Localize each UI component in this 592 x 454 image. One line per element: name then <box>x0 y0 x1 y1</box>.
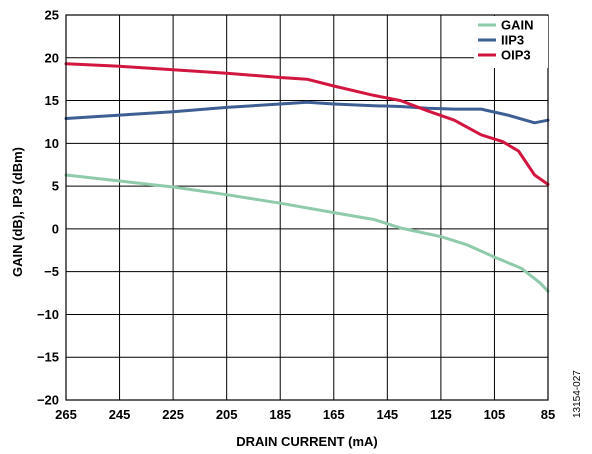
x-tick-label: 265 <box>55 407 77 422</box>
legend-label-gain: GAIN <box>501 18 534 33</box>
y-tick-label: 20 <box>45 50 59 65</box>
y-tick-label: −5 <box>44 264 59 279</box>
y-tick-label: −20 <box>37 393 59 408</box>
y-tick-label: 15 <box>45 93 59 108</box>
x-tick-label: 105 <box>484 407 506 422</box>
x-tick-label: 165 <box>323 407 345 422</box>
y-axis-title: GAIN (dB), IP3 (dBm) <box>10 147 25 277</box>
legend-label-oip3: OIP3 <box>501 48 531 63</box>
y-tick-label: 5 <box>52 179 59 194</box>
series-lines <box>64 62 550 293</box>
series-line-iip3 <box>64 100 550 125</box>
x-tick-label: 205 <box>216 407 238 422</box>
y-tick-label: 25 <box>45 8 59 23</box>
x-axis-title: DRAIN CURRENT (mA) <box>236 434 378 449</box>
y-tick-label: −15 <box>37 350 59 365</box>
x-tick-label: 245 <box>109 407 131 422</box>
series-line-gain <box>64 173 550 293</box>
series-line-oip3 <box>64 62 550 186</box>
x-tick-label: 145 <box>376 407 398 422</box>
x-tick-label: 225 <box>162 407 184 422</box>
y-tick-labels: 25 20 15 10 5 0 −5 −10 −15 −20 <box>37 8 59 408</box>
legend-label-iip3: IIP3 <box>501 33 524 48</box>
x-tick-labels: 265 245 225 205 185 165 145 125 105 85 <box>55 407 555 422</box>
y-tick-label: 0 <box>52 221 59 236</box>
y-tick-label: −10 <box>37 307 59 322</box>
x-tick-label: 85 <box>541 407 555 422</box>
y-tick-label: 10 <box>45 136 59 151</box>
x-tick-label: 185 <box>269 407 291 422</box>
figure-id: 13154-027 <box>572 370 583 418</box>
x-tick-label: 125 <box>430 407 452 422</box>
plot-frame <box>65 14 549 401</box>
